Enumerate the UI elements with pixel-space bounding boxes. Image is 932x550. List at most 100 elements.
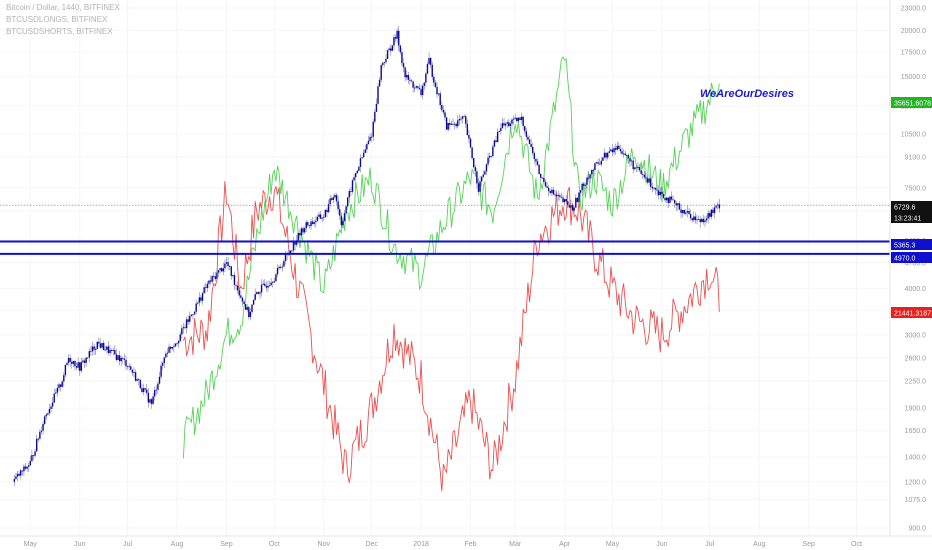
price-candle[interactable]: [543, 175, 545, 182]
price-candle[interactable]: [681, 209, 684, 218]
price-candle[interactable]: [508, 118, 510, 128]
price-candle[interactable]: [393, 34, 395, 50]
price-candle[interactable]: [503, 118, 505, 126]
price-candle[interactable]: [562, 194, 564, 203]
price-candle[interactable]: [329, 194, 331, 207]
price-candle[interactable]: [608, 146, 610, 154]
price-candle[interactable]: [559, 193, 561, 201]
price-candle[interactable]: [214, 271, 217, 281]
price-candle[interactable]: [635, 164, 638, 173]
price-candle[interactable]: [576, 197, 579, 203]
price-candle[interactable]: [638, 164, 641, 173]
price-candle[interactable]: [208, 280, 210, 289]
price-candle[interactable]: [264, 279, 266, 287]
price-candle[interactable]: [675, 200, 677, 211]
price-candle[interactable]: [265, 281, 268, 292]
price-candle[interactable]: [396, 27, 398, 44]
price-candle[interactable]: [642, 170, 644, 180]
price-candle[interactable]: [455, 122, 457, 129]
price-candle[interactable]: [461, 115, 464, 124]
price-candle[interactable]: [661, 186, 663, 197]
price-candle[interactable]: [35, 434, 38, 452]
price-candle[interactable]: [69, 354, 71, 367]
price-candle[interactable]: [120, 356, 122, 367]
price-candle[interactable]: [93, 343, 95, 356]
price-candle[interactable]: [426, 61, 429, 75]
price-candle[interactable]: [98, 337, 100, 348]
price-candle[interactable]: [528, 135, 531, 145]
price-candle[interactable]: [101, 342, 103, 349]
longs-series-line[interactable]: [182, 56, 720, 459]
price-candle[interactable]: [174, 343, 177, 348]
price-candle[interactable]: [321, 217, 323, 223]
price-candle[interactable]: [402, 58, 405, 73]
price-candle[interactable]: [29, 455, 32, 466]
price-candle[interactable]: [343, 210, 346, 223]
price-candle[interactable]: [166, 348, 169, 358]
price-candle[interactable]: [313, 219, 315, 227]
price-candle[interactable]: [246, 304, 248, 312]
price-candle[interactable]: [13, 475, 16, 487]
price-candle[interactable]: [87, 357, 89, 360]
price-candle[interactable]: [316, 214, 319, 222]
price-candle[interactable]: [544, 179, 547, 188]
price-candle[interactable]: [42, 420, 44, 435]
price-candle[interactable]: [358, 165, 360, 172]
price-candle[interactable]: [484, 169, 486, 175]
price-candle[interactable]: [511, 117, 513, 129]
price-candle[interactable]: [514, 113, 516, 120]
price-candle[interactable]: [45, 413, 47, 420]
price-candle[interactable]: [193, 311, 196, 316]
price-candle[interactable]: [203, 284, 205, 294]
price-candle[interactable]: [157, 381, 159, 395]
price-candle[interactable]: [578, 191, 580, 204]
price-candle[interactable]: [67, 354, 70, 366]
price-candle[interactable]: [195, 299, 197, 315]
price-candle[interactable]: [522, 115, 524, 131]
price-candle[interactable]: [23, 464, 25, 476]
price-candle[interactable]: [573, 206, 575, 214]
price-candle[interactable]: [256, 291, 258, 295]
price-candle[interactable]: [165, 351, 167, 358]
price-candle[interactable]: [43, 415, 46, 426]
price-candle[interactable]: [386, 49, 389, 60]
price-candle[interactable]: [15, 472, 17, 480]
price-candle[interactable]: [570, 199, 572, 210]
price-candle[interactable]: [482, 170, 484, 179]
price-candle[interactable]: [533, 151, 536, 164]
price-candle[interactable]: [342, 218, 344, 229]
price-candle[interactable]: [280, 264, 282, 270]
price-candle[interactable]: [142, 383, 145, 396]
price-candle[interactable]: [51, 396, 54, 410]
price-candle[interactable]: [404, 66, 406, 82]
price-candle[interactable]: [560, 192, 563, 198]
price-candle[interactable]: [524, 125, 526, 135]
price-candle[interactable]: [380, 63, 382, 83]
price-candle[interactable]: [669, 195, 671, 204]
price-candle[interactable]: [21, 469, 24, 476]
price-candle[interactable]: [331, 196, 333, 201]
price-candle[interactable]: [326, 207, 328, 218]
price-candle[interactable]: [353, 173, 355, 182]
price-candle[interactable]: [232, 274, 234, 278]
price-candle[interactable]: [415, 85, 417, 89]
price-candle[interactable]: [468, 129, 470, 144]
price-candle[interactable]: [653, 187, 655, 191]
price-candle[interactable]: [130, 364, 132, 371]
price-candle[interactable]: [77, 357, 79, 371]
price-candle[interactable]: [536, 158, 539, 167]
price-candle[interactable]: [24, 462, 27, 471]
price-candle[interactable]: [504, 122, 507, 130]
price-candle[interactable]: [587, 172, 590, 181]
price-candle[interactable]: [474, 165, 477, 177]
price-candle[interactable]: [40, 426, 43, 435]
price-candle[interactable]: [276, 264, 279, 277]
price-candle[interactable]: [168, 343, 170, 354]
price-candle[interactable]: [437, 93, 440, 97]
price-candle[interactable]: [319, 211, 322, 220]
price-candle[interactable]: [362, 149, 365, 158]
price-candle[interactable]: [710, 208, 713, 220]
price-candle[interactable]: [539, 173, 542, 183]
price-candle[interactable]: [599, 158, 601, 165]
price-candle[interactable]: [442, 105, 445, 116]
